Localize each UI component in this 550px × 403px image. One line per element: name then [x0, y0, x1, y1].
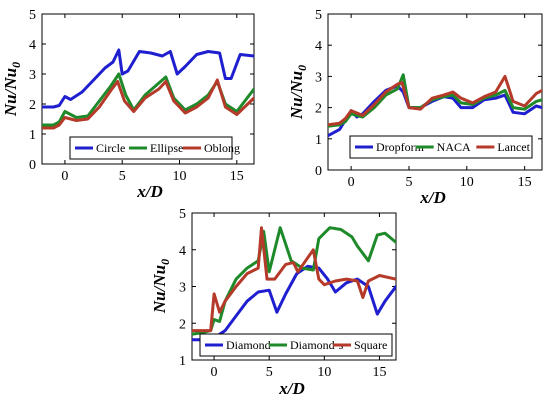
y-tick-label: 2 — [179, 317, 186, 332]
x-tick-label: 0 — [61, 169, 68, 184]
y-tick-label: 4 — [29, 38, 36, 53]
series-line-circle — [42, 48, 254, 109]
y-tick-label: 5 — [315, 8, 322, 23]
series-lines — [328, 73, 542, 138]
series-line-oblong — [42, 78, 254, 130]
x-tick-label: 5 — [119, 169, 126, 184]
series-line-diamond-s — [192, 226, 396, 336]
legend-box — [349, 135, 533, 159]
y-tick-label: 0 — [29, 158, 36, 173]
x-tick-label: 10 — [460, 175, 474, 190]
y-tick-label: 1 — [179, 354, 186, 369]
legend: Diamond Diamond-s Square — [199, 333, 393, 357]
legend-label-square: Square — [354, 338, 387, 352]
y-axis-label: Nu/Nu0 — [150, 259, 172, 314]
series-line-square — [192, 226, 396, 333]
y-tick-label: 1 — [315, 133, 322, 148]
y-tick-label: 2 — [29, 98, 36, 113]
legend-box — [69, 136, 233, 160]
x-tick-label: 5 — [266, 365, 273, 380]
x-tick-label: 5 — [405, 175, 412, 190]
chart-panel-2: 0 5 10 15 0 1 2 3 4 5 x/D Nu/Nu0 Dropform NACA Lancet — [287, 8, 543, 207]
series-line-diamond — [192, 264, 396, 342]
series-line-naca — [328, 73, 542, 128]
y-axis-label: Nu/Nu0 — [1, 62, 23, 117]
legend-label-lancet: Lancet — [497, 140, 530, 154]
y-tick-label: 5 — [29, 8, 36, 23]
y-tick-label: 5 — [179, 207, 186, 222]
x-tick-label: 15 — [230, 169, 244, 184]
legend-label-ellipse: Ellipse — [150, 141, 183, 155]
legend: Dropform NACA Lancet — [349, 135, 533, 159]
legend-label-diamond: Diamond — [226, 338, 271, 352]
legend-box — [199, 333, 393, 357]
x-tick-label: 0 — [348, 175, 355, 190]
x-axis-label: x/D — [136, 182, 163, 201]
legend-label-naca: NACA — [437, 140, 471, 154]
legend: Circle Ellipse Oblong — [69, 136, 240, 160]
x-axis-label: x/D — [278, 379, 305, 398]
series-lines — [42, 48, 254, 130]
x-tick-label: 10 — [317, 365, 331, 380]
series-line-lancet — [328, 74, 542, 127]
legend-label-diamond-s: Diamond-s — [290, 338, 344, 352]
chart-panel-1: 0 5 10 15 0 1 2 3 4 5 x/D Nu/Nu0 Circle Ellipse Oblong — [1, 8, 255, 201]
legend-label-oblong: Oblong — [204, 141, 240, 155]
legend-label-circle: Circle — [96, 141, 125, 155]
y-tick-label: 0 — [315, 164, 322, 179]
y-tick-label: 2 — [315, 102, 322, 117]
x-axis-label: x/D — [419, 188, 446, 207]
y-tick-label: 1 — [29, 128, 36, 143]
y-tick-label: 3 — [179, 281, 186, 296]
y-axis-label: Nu/Nu0 — [287, 65, 309, 120]
y-tick-label: 4 — [315, 39, 322, 54]
legend-label-dropform: Dropform — [376, 140, 425, 154]
x-tick-label: 10 — [173, 169, 187, 184]
y-tick-label: 3 — [29, 68, 36, 83]
y-tick-label: 3 — [315, 70, 322, 85]
x-tick-label: 15 — [518, 175, 532, 190]
chart-panel-3: 0 5 10 15 1 2 3 4 5 x/D Nu/Nu0 Diamond Diamond-s Squa… — [150, 207, 397, 398]
x-tick-label: 15 — [372, 365, 386, 380]
y-tick-label: 4 — [179, 244, 186, 259]
series-lines — [192, 226, 396, 342]
x-tick-label: 0 — [211, 365, 218, 380]
